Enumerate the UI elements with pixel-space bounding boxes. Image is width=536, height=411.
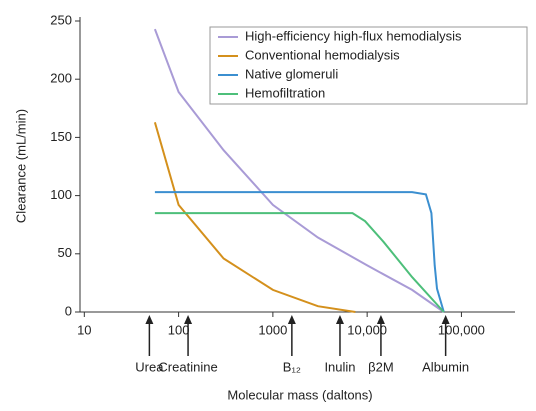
marker-arrowhead <box>145 315 154 324</box>
marker-label: Urea <box>135 359 164 374</box>
series-line <box>153 122 356 313</box>
x-tick-label: 100,000 <box>438 322 485 337</box>
x-tick-label: 1000 <box>258 322 287 337</box>
y-tick-label: 200 <box>50 71 72 86</box>
y-tick-label: 0 <box>65 303 72 318</box>
legend-label: Hemofiltration <box>245 85 325 100</box>
series-line <box>154 212 445 313</box>
series-line <box>154 191 445 313</box>
marker-label: Creatinine <box>158 359 217 374</box>
y-tick-label: 100 <box>50 187 72 202</box>
legend-label: Native glomeruli <box>245 66 338 81</box>
marker-label: B₁₂ <box>283 359 301 374</box>
y-axis-title: Clearance (mL/min) <box>13 109 28 223</box>
x-axis-title: Molecular mass (daltons) <box>227 387 372 402</box>
marker-arrowhead <box>376 315 385 324</box>
legend-box <box>209 26 528 105</box>
marker-arrowhead <box>335 315 344 324</box>
legend-label: Conventional hemodialysis <box>245 47 400 62</box>
marker-label: Inulin <box>324 359 355 374</box>
marker-label: β2M <box>368 359 394 374</box>
x-tick-label: 10,000 <box>347 322 387 337</box>
marker-arrowhead <box>441 315 450 324</box>
legend-label: High-efficiency high-flux hemodialysis <box>245 28 462 43</box>
x-tick-label: 10 <box>77 322 91 337</box>
marker-arrowhead <box>287 315 296 324</box>
marker-arrowhead <box>184 315 193 324</box>
y-tick-label: 250 <box>50 12 72 27</box>
x-tick-label: 100 <box>168 322 190 337</box>
marker-label: Albumin <box>422 359 469 374</box>
series-line <box>153 28 445 313</box>
y-tick-label: 50 <box>58 245 72 260</box>
y-tick-label: 150 <box>50 129 72 144</box>
